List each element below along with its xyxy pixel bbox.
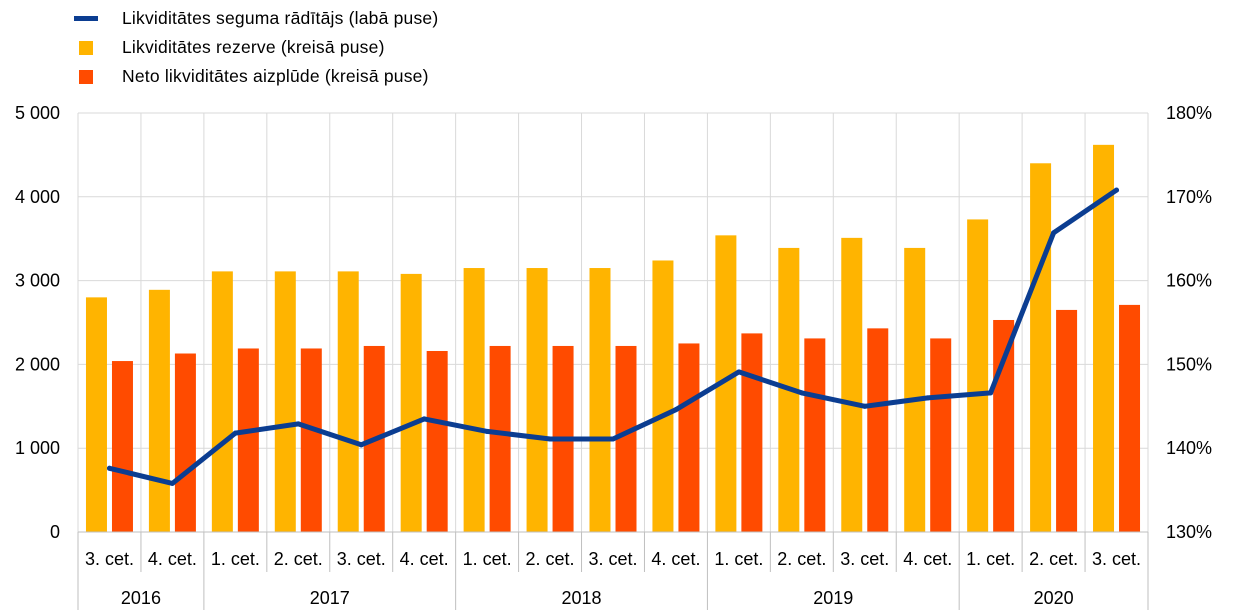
bar-reserve [211,271,233,532]
quarter-label: 4. cet. [651,549,700,569]
left-tick-label: 2 000 [15,354,60,374]
quarter-label: 2. cet. [1029,549,1078,569]
bar-outflow [300,348,322,532]
quarter-label: 3. cet. [840,549,889,569]
point-ratio [547,436,553,442]
bar-outflow [678,343,700,532]
quarter-label: 3. cet. [85,549,134,569]
legend-label-reserve: Likviditātes rezerve (kreisā puse) [122,37,385,57]
bar-outflow [993,319,1015,532]
quarter-label: 3. cet. [588,549,637,569]
quarter-label: 4. cet. [903,549,952,569]
point-ratio [484,428,490,434]
year-label: 2018 [562,588,602,608]
quarter-label: 4. cet. [148,549,197,569]
bar-reserve [400,273,422,532]
point-ratio [169,480,175,486]
legend-label-ratio: Likviditātes seguma rādītājs (labā puse) [122,8,439,28]
legend-item-ratio: Likviditātes seguma rādītājs (labā puse) [74,4,438,33]
bar-reserve [1093,144,1115,532]
year-label: 2016 [121,588,161,608]
right-tick-label: 130% [1166,522,1212,542]
bar-reserve [904,247,926,532]
quarter-label: 2. cet. [526,549,575,569]
bar-reserve [715,235,737,532]
bar-outflow [489,345,511,532]
point-ratio [106,465,112,471]
point-ratio [673,407,679,413]
right-tick-label: 140% [1166,438,1212,458]
quarter-label: 1. cet. [211,549,260,569]
left-tick-label: 0 [50,522,60,542]
bar-reserve [274,271,296,532]
bar-reserve [85,297,107,532]
bar-reserve [463,268,485,532]
quarter-label: 3. cet. [337,549,386,569]
legend-swatch-ratio [74,16,98,21]
left-tick-label: 1 000 [15,438,60,458]
point-ratio [1051,230,1057,236]
left-tick-label: 5 000 [15,103,60,123]
left-tick-label: 3 000 [15,271,60,291]
quarter-label: 1. cet. [463,549,512,569]
bar-reserve [1030,163,1052,532]
bar-outflow [237,348,259,532]
year-label: 2020 [1034,588,1074,608]
legend-swatch-reserve [79,40,93,55]
legend-item-outflow: Neto likviditātes aizplūde (kreisā puse) [74,62,438,91]
point-ratio [925,395,931,401]
point-ratio [358,442,364,448]
legend: Likviditātes seguma rādītājs (labā puse)… [74,4,438,91]
bar-outflow [867,328,889,532]
left-tick-label: 4 000 [15,187,60,207]
year-label: 2019 [813,588,853,608]
right-tick-label: 150% [1166,354,1212,374]
right-tick-label: 180% [1166,103,1212,123]
point-ratio [736,369,742,375]
point-ratio [610,436,616,442]
bar-outflow [174,353,196,532]
quarter-label: 1. cet. [966,549,1015,569]
bar-outflow [930,338,952,532]
bar-outflow [111,361,133,532]
point-ratio [988,390,994,396]
right-tick-label: 160% [1166,271,1212,291]
bar-reserve [652,260,674,532]
quarter-label: 3. cet. [1092,549,1141,569]
legend-item-reserve: Likviditātes rezerve (kreisā puse) [74,33,438,62]
point-ratio [232,430,238,436]
bar-outflow [426,350,448,532]
quarter-label: 2. cet. [274,549,323,569]
bar-reserve [526,268,548,532]
bar-reserve [841,237,863,532]
point-ratio [1114,187,1120,193]
quarter-label: 1. cet. [714,549,763,569]
bar-reserve [337,271,359,532]
bar-reserve [589,268,611,532]
quarter-label: 2. cet. [777,549,826,569]
legend-swatch-outflow [79,69,93,84]
legend-label-outflow: Neto likviditātes aizplūde (kreisā puse) [122,66,429,86]
point-ratio [421,416,427,422]
right-tick-label: 170% [1166,187,1212,207]
bar-outflow [1119,304,1141,532]
bar-outflow [741,333,763,532]
point-ratio [799,390,805,396]
year-label: 2017 [310,588,350,608]
bar-outflow [615,345,637,532]
bar-reserve [148,289,170,532]
point-ratio [295,421,301,427]
bar-reserve [967,219,989,532]
point-ratio [862,403,868,409]
quarter-label: 4. cet. [400,549,449,569]
bar-outflow [804,338,826,532]
bar-outflow [1056,309,1078,532]
